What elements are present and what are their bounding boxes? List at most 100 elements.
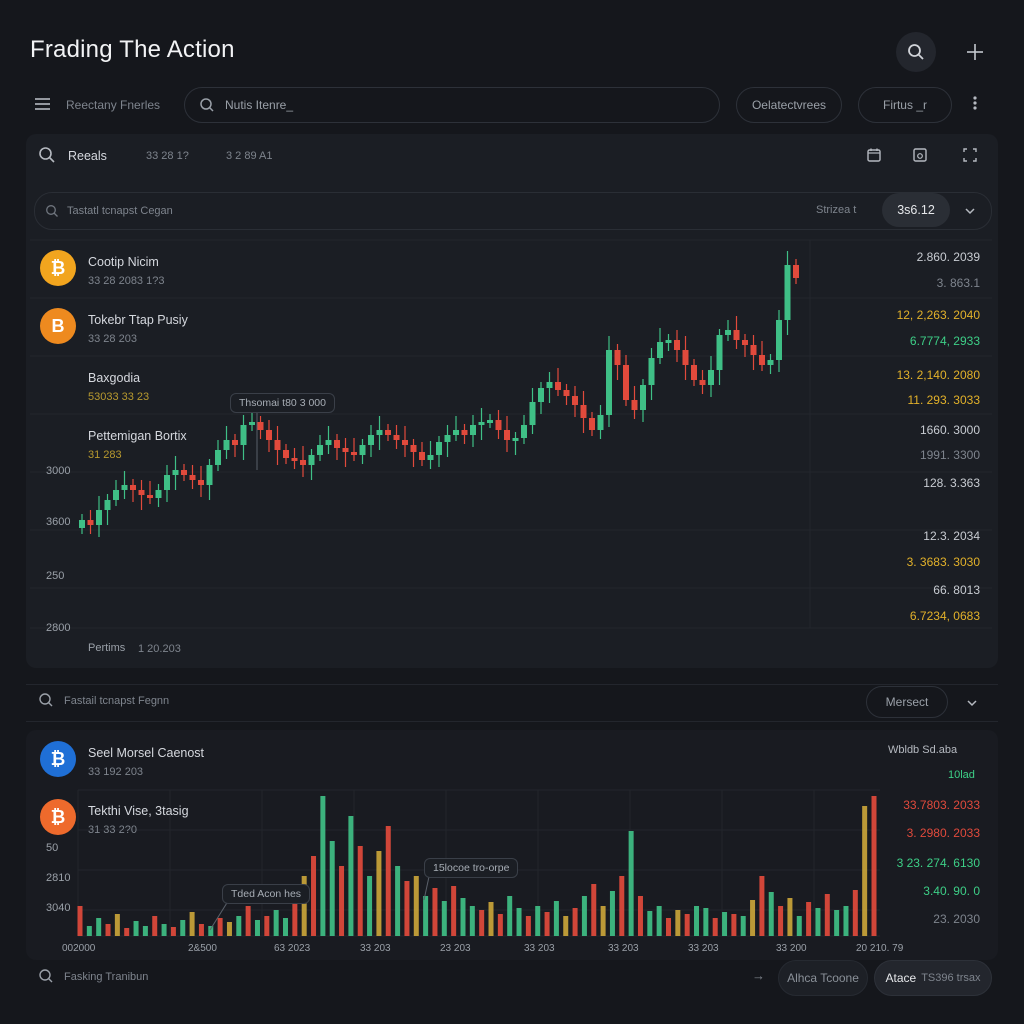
- candle-body: [767, 360, 774, 365]
- coin-sub: 31 283: [88, 449, 122, 461]
- volume-dropdown[interactable]: [966, 695, 978, 713]
- candle-body: [334, 440, 340, 448]
- volume-search-button[interactable]: [38, 692, 54, 713]
- x-axis-label: 23 203: [440, 943, 471, 954]
- candle-body: [96, 510, 102, 525]
- add-button[interactable]: [955, 32, 995, 72]
- volume-bar: [311, 856, 317, 936]
- expand-button[interactable]: [962, 147, 978, 168]
- volume-bar: [189, 912, 195, 936]
- volume-bar: [423, 896, 429, 936]
- candle-body: [300, 460, 306, 465]
- image-icon: [913, 148, 927, 162]
- page-title: Frading The Action: [30, 36, 235, 63]
- candle-body: [393, 435, 400, 440]
- volume-legend-label: Wbldb Sd.aba: [888, 744, 958, 756]
- candle-body: [419, 452, 425, 460]
- candle-body: [249, 422, 255, 425]
- volume-tooltip-a: Tded Acon hes: [222, 884, 311, 904]
- footer-button-a[interactable]: Alhca Tcoone: [778, 960, 868, 996]
- volume-bar: [675, 910, 681, 936]
- volume-bar: [460, 898, 466, 936]
- volume-bar: [722, 912, 728, 936]
- coin-sub: 31 33 2?0: [88, 824, 137, 836]
- coin-sub: 33 192 203: [88, 766, 144, 778]
- volume-bar: [703, 908, 709, 936]
- volume-bar: [264, 916, 270, 936]
- volume-bar: [600, 906, 606, 936]
- volume-bar: [254, 920, 260, 936]
- search-icon: [39, 693, 53, 707]
- volume-label: 33.7803. 2033: [903, 798, 980, 812]
- range-value-button[interactable]: 3s6.12: [882, 193, 950, 227]
- more-button[interactable]: [970, 94, 980, 117]
- coin-name: Tekthi Vise, 3tasig: [88, 804, 189, 818]
- chart-tooltip: Thsomai t80 3 000: [230, 393, 335, 413]
- volume-bar: [544, 912, 550, 936]
- volume-bar: [142, 926, 148, 936]
- volume-bar: [292, 891, 298, 936]
- volume-filter-button[interactable]: Mersect: [866, 686, 948, 718]
- chart-panel: [26, 134, 998, 668]
- volume-bar: [806, 902, 812, 936]
- coin-name: Pettemigan Bortix: [88, 429, 187, 443]
- volume-bar: [740, 916, 746, 936]
- volume-bar: [488, 902, 494, 936]
- price-label: 1991. 3300: [919, 448, 980, 462]
- footer-search-button[interactable]: [38, 968, 54, 989]
- x-axis-label: 002000: [62, 943, 96, 954]
- x-axis-label: 33 203: [688, 943, 719, 954]
- image-button[interactable]: [912, 147, 928, 168]
- candle-body: [657, 342, 663, 358]
- volume-bar: [395, 866, 401, 936]
- price-label: 2.860. 2039: [916, 250, 980, 264]
- candle-body: [759, 355, 765, 365]
- coin-name: Tokebr Ttap Pusiy: [88, 313, 188, 327]
- candle-body: [555, 382, 561, 390]
- y-axis-label: 3040: [46, 902, 71, 914]
- candle-body: [291, 458, 298, 461]
- volume-bar: [581, 896, 587, 936]
- candle-body: [470, 425, 476, 435]
- search-button[interactable]: [896, 32, 936, 72]
- candle-body: [283, 450, 289, 458]
- candle-body: [546, 382, 553, 388]
- search-icon: [39, 147, 55, 163]
- volume-bar: [787, 898, 793, 936]
- candle-body: [147, 495, 153, 498]
- volume-bar: [871, 796, 877, 936]
- volume-bar: [479, 910, 485, 936]
- filter-pill[interactable]: Firtus _r: [858, 87, 952, 123]
- search-icon: [908, 44, 924, 60]
- candle-body: [529, 402, 536, 425]
- volume-bar: [273, 910, 279, 936]
- menu-button[interactable]: [34, 96, 52, 117]
- candle-body: [444, 435, 451, 442]
- volume-tooltip-b: 15locoe tro-orpe: [424, 858, 519, 878]
- search-input[interactable]: Nutis Itenre_: [184, 87, 720, 123]
- candle-body: [648, 358, 655, 385]
- chart-filter-input[interactable]: Tastatl tcnapst Cegan: [34, 192, 992, 230]
- volume-bar: [525, 916, 531, 936]
- arrow-icon: →: [752, 968, 765, 983]
- view-pill[interactable]: Oelatectvrees: [736, 87, 842, 123]
- footer-button-b[interactable]: Atace TS396 trsax: [874, 960, 992, 996]
- footer-button-b-bold: Atace: [885, 971, 917, 985]
- candle-body: [79, 520, 85, 528]
- volume-bar: [124, 928, 130, 936]
- candle-body: [87, 520, 94, 525]
- volume-bar: [535, 906, 541, 936]
- panel-search-icon[interactable]: [38, 146, 56, 169]
- range-dropdown[interactable]: [964, 203, 976, 221]
- volume-bar: [572, 908, 578, 936]
- candle-body: [699, 380, 706, 385]
- candle-body: [206, 465, 213, 485]
- footer-value: 1 20.203: [138, 643, 181, 655]
- candle-body: [580, 405, 587, 418]
- volume-bar: [843, 906, 849, 936]
- bitcoin-icon: ₿: [40, 741, 76, 777]
- volume-bar: [283, 918, 289, 936]
- volume-bar: [385, 826, 391, 936]
- calendar-button[interactable]: [866, 147, 882, 168]
